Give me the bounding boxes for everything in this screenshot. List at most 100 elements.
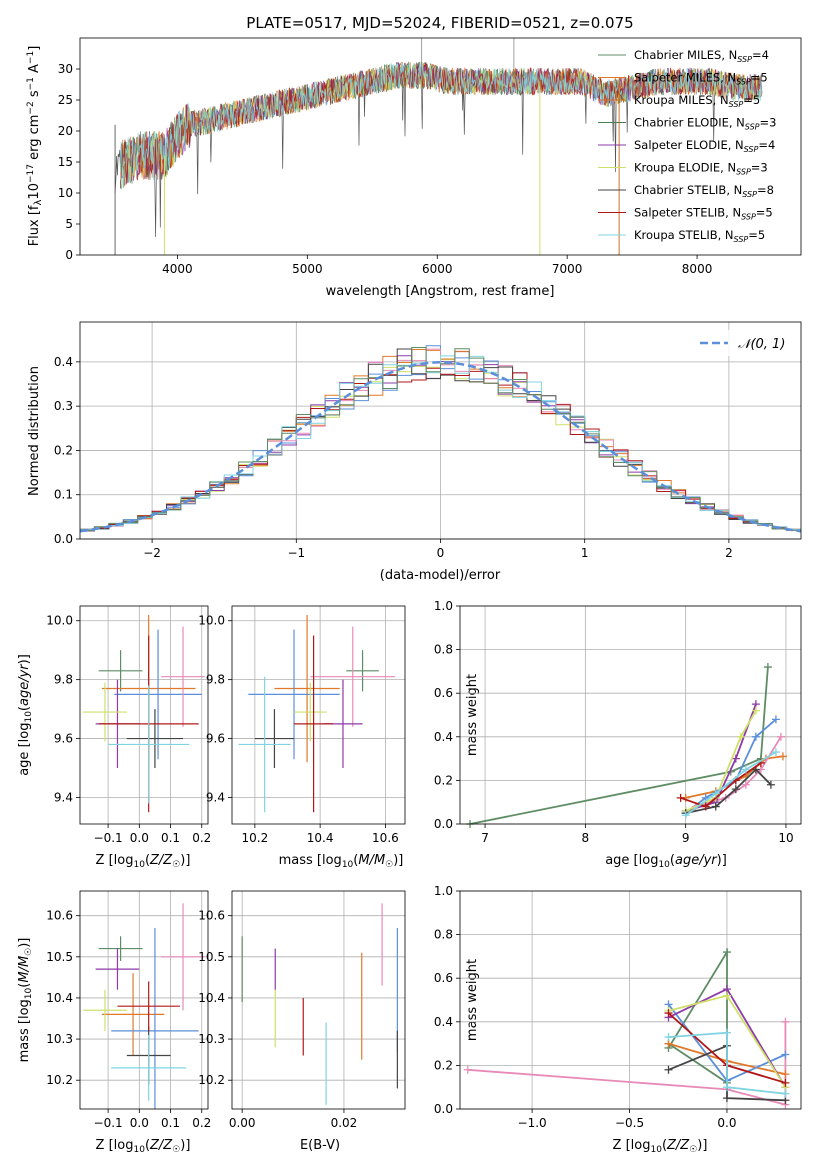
legend-label: Salpeter ELODIE, NSSP=4 (634, 138, 775, 154)
y-tick-label: 0.8 (434, 643, 453, 657)
y-tick-label: 10.4 (46, 991, 73, 1005)
weight-point-marker (731, 754, 740, 763)
y-tick-label: 0.0 (434, 1102, 453, 1116)
y-tick-label: 25 (58, 93, 73, 107)
y-tick-label: 10.0 (198, 614, 225, 628)
x-tick-label: 0.00 (229, 1116, 256, 1130)
weight-point-marker (681, 811, 690, 820)
y-tick-label: 0.0 (434, 817, 453, 831)
histogram-ylabel: Normed distribution (27, 366, 42, 496)
x-tick-label: −0.1 (94, 1116, 123, 1130)
z-mass-xlabel: Z [log10(Z/Z☉)] (96, 1138, 191, 1155)
spectrum-series (119, 62, 763, 185)
spectrum-ylabel: Flux [fλ10−17 erg cm−2 s−1 A−1] (26, 46, 44, 247)
weight-point-marker (711, 802, 720, 811)
x-tick-label: 10 (778, 831, 793, 845)
x-tick-label: 0.0 (130, 831, 149, 845)
y-tick-label: 0.4 (434, 1015, 453, 1029)
x-tick-label: 5000 (292, 262, 323, 276)
plot-frame (459, 890, 802, 1110)
y-tick-label: 0.3 (54, 399, 73, 413)
x-tick-label: −1.0 (518, 1116, 547, 1130)
mass-age-panel: mass [log10(M/M☉)] 10.2 10.4 10.6 9.4 9.6 9.8… (198, 605, 406, 870)
histogram-series (80, 348, 801, 531)
weight-point-marker (771, 748, 780, 757)
residual-histogram-panel: (data-model)/error Normed distribution −… (27, 321, 802, 583)
weight-series-line (469, 666, 769, 824)
y-tick-label: 10.4 (198, 991, 225, 1005)
y-tick-label: 0.0 (54, 532, 73, 546)
weight-point-marker (722, 991, 731, 1000)
x-tick-label: 0.0 (717, 1116, 736, 1130)
legend-label: Chabrier ELODIE, NSSP=3 (634, 116, 776, 132)
y-tick-label: 20 (58, 124, 73, 138)
weight-point-marker (736, 732, 745, 741)
legend-label: Salpeter MILES, NSSP=5 (634, 71, 768, 87)
legend-label: Kroupa ELODIE, NSSP=3 (634, 161, 768, 177)
weight-point-marker (771, 715, 780, 724)
plot-frame (231, 605, 406, 825)
y-tick-label: 0.8 (434, 928, 453, 942)
x-tick-label: −1 (287, 546, 305, 560)
weight-point-marker (701, 802, 710, 811)
y-tick-label: 9.6 (54, 732, 73, 746)
weight-point-marker (722, 948, 731, 957)
y-tick-label: 9.8 (206, 673, 225, 687)
x-tick-label: 7000 (552, 262, 583, 276)
x-tick-label: 6000 (422, 262, 453, 276)
legend-label: Salpeter STELIB, NSSP=5 (634, 206, 773, 222)
z-weight-ylabel: mass weight (465, 959, 480, 1041)
weight-series-line (680, 762, 762, 808)
weight-point-marker (781, 1070, 790, 1079)
weight-point-marker (781, 1078, 790, 1087)
legend-box (694, 330, 794, 356)
weight-point-marker (766, 780, 775, 789)
y-tick-label: 9.4 (206, 790, 225, 804)
y-tick-label: 10.3 (198, 1032, 225, 1046)
spectrum-title: PLATE=0517, MJD=52024, FIBERID=0521, z=0… (246, 14, 633, 32)
z-weight-panel: Z [log10(Z/Z☉)] mass weight −1.0 −0.5 0.0 0… (434, 884, 802, 1155)
y-tick-label: 0.2 (434, 1058, 453, 1072)
y-tick-label: 0.6 (434, 686, 453, 700)
histogram-xlabel: (data-model)/error (380, 568, 501, 583)
x-tick-label: 10.6 (372, 831, 399, 845)
weight-point-marker (781, 1050, 790, 1059)
y-tick-label: 0.1 (54, 488, 73, 502)
x-tick-label: −2 (143, 546, 161, 560)
age-weight-xlabel: age [log10(age/yr)] (605, 853, 727, 870)
z-age-xlabel: Z [log10(Z/Z☉)] (96, 853, 191, 870)
weight-point-marker (731, 785, 740, 794)
weight-point-marker (781, 1089, 790, 1098)
legend-label: Chabrier STELIB, NSSP=8 (634, 183, 774, 199)
y-tick-label: 0.4 (434, 730, 453, 744)
age-weight-ylabel: mass weight (465, 674, 480, 756)
z-age-panel: Z [log10(Z/Z☉)] age [log10(age/yr)] −0.1… (17, 605, 211, 870)
weight-point-marker (664, 1033, 673, 1042)
plot-frame (79, 37, 802, 256)
plot-frame (79, 605, 209, 825)
weight-point-marker (722, 1028, 731, 1037)
weight-point-marker (741, 765, 750, 774)
y-tick-label: 1.0 (434, 884, 453, 898)
spectrum-xlabel: wavelength [Angstrom, rest frame] (326, 284, 555, 299)
z-mass-ylabel: mass [log10(M/M☉)] (17, 938, 34, 1063)
y-tick-label: 1.0 (434, 599, 453, 613)
x-tick-label: 0.2 (192, 1116, 211, 1130)
weight-point-marker (778, 752, 787, 761)
weight-point-marker (463, 1065, 472, 1074)
x-tick-label: 4000 (162, 262, 193, 276)
x-tick-label: 0.0 (130, 1116, 149, 1130)
y-tick-label: 0.2 (54, 443, 73, 457)
weight-point-marker (763, 663, 772, 672)
mass-age-xlabel: mass [log10(M/M☉)] (279, 853, 404, 870)
x-tick-label: −0.1 (94, 831, 123, 845)
weight-series-line (685, 703, 757, 812)
y-tick-label: 10.3 (46, 1032, 73, 1046)
ebv-mass-xlabel: E(B-V) (300, 1138, 340, 1153)
y-tick-label: 0.2 (434, 773, 453, 787)
histogram-series (80, 347, 801, 532)
z-mass-panel: Z [log10(Z/Z☉)] mass [log10(M/M☉)] −0.1 0… (17, 890, 211, 1155)
y-tick-label: 10.2 (198, 1073, 225, 1087)
x-tick-label: 0.2 (192, 831, 211, 845)
y-tick-label: 9.8 (54, 673, 73, 687)
